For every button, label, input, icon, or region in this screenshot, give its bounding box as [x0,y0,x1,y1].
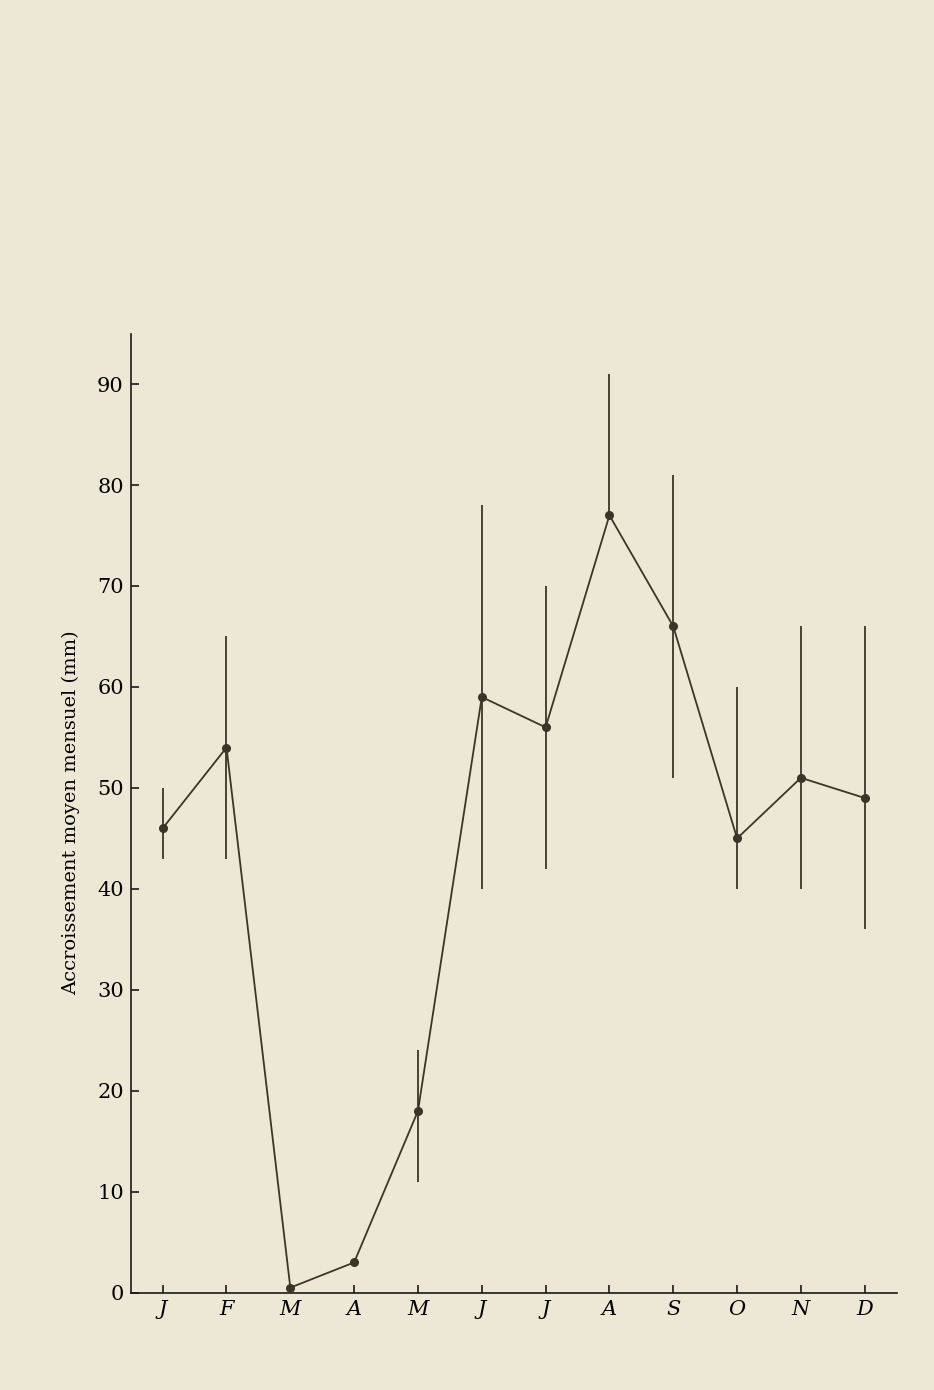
Y-axis label: Accroissement moyen mensuel (mm): Accroissement moyen mensuel (mm) [63,631,80,995]
